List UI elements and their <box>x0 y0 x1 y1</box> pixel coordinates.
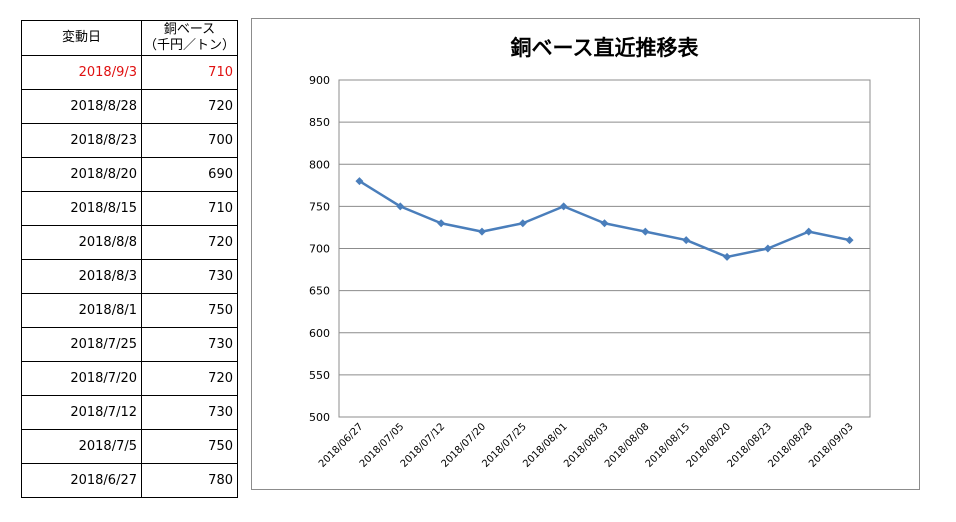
header-price: 銅ベース （千円／トン） <box>141 20 238 56</box>
chart-container: 銅ベース直近推移表 500 550 600 650 700 750 800 850 900 2018… <box>251 18 920 490</box>
header-date: 変動日 <box>21 20 142 56</box>
y-tick-label: 550 <box>309 369 330 382</box>
data-point <box>518 219 527 228</box>
chart-title: 銅ベース直近推移表 <box>511 36 700 60</box>
row-date: 2018/9/3 <box>21 55 142 90</box>
row-date: 2018/8/15 <box>21 191 142 226</box>
row-date: 2018/8/28 <box>21 89 142 124</box>
table-row: 2018/8/1 750 <box>21 293 238 328</box>
table-row: 2018/8/23 700 <box>21 123 238 158</box>
y-tick-label: 650 <box>309 285 330 298</box>
line-chart: 銅ベース直近推移表 500 550 600 650 700 750 800 850 900 2018… <box>309 36 871 470</box>
row-date: 2018/7/12 <box>21 395 142 430</box>
table-row: 2018/6/27 780 <box>21 463 238 498</box>
table-row: 2018/9/3 710 <box>21 55 238 90</box>
row-price: 730 <box>141 395 238 430</box>
row-price: 700 <box>141 123 238 158</box>
row-price: 730 <box>141 327 238 362</box>
row-price: 780 <box>141 463 238 498</box>
row-date: 2018/8/20 <box>21 157 142 192</box>
row-price: 710 <box>141 191 238 226</box>
row-date: 2018/8/8 <box>21 225 142 260</box>
data-point <box>559 202 568 211</box>
plot-area <box>338 79 871 418</box>
row-date: 2018/7/25 <box>21 327 142 362</box>
series-line <box>358 180 850 259</box>
row-date: 2018/8/1 <box>21 293 142 328</box>
x-tick-label: 2018/09/03 <box>807 421 856 470</box>
data-point <box>641 227 650 236</box>
data-point <box>355 177 364 186</box>
data-point <box>845 236 854 245</box>
table-row: 2018/7/12 730 <box>21 395 238 430</box>
y-tick-label: 500 <box>309 411 330 424</box>
y-tick-label: 750 <box>309 200 330 213</box>
table-row: 2018/8/8 720 <box>21 225 238 260</box>
row-date: 2018/8/3 <box>21 259 142 294</box>
data-point <box>804 227 813 236</box>
row-price: 720 <box>141 89 238 124</box>
table-header-row: 変動日 銅ベース （千円／トン） <box>21 20 238 56</box>
row-price: 720 <box>141 361 238 396</box>
data-point <box>477 227 486 236</box>
row-date: 2018/6/27 <box>21 463 142 498</box>
data-point <box>396 202 405 211</box>
data-point <box>437 219 446 228</box>
data-point <box>600 219 609 228</box>
row-price: 720 <box>141 225 238 260</box>
data-point <box>723 252 732 261</box>
table-row: 2018/8/20 690 <box>21 157 238 192</box>
y-tick-label: 800 <box>309 158 330 171</box>
row-date: 2018/7/20 <box>21 361 142 396</box>
row-price: 710 <box>141 55 238 90</box>
y-tick-label: 850 <box>309 116 330 129</box>
header-price-line1: 銅ベース <box>163 22 216 37</box>
table-row: 2018/7/20 720 <box>21 361 238 396</box>
table-row: 2018/8/28 720 <box>21 89 238 124</box>
row-price: 730 <box>141 259 238 294</box>
row-price: 750 <box>141 293 238 328</box>
y-tick-label: 900 <box>309 74 330 87</box>
copper-price-table: 変動日 銅ベース （千円／トン） 2018/9/3 710 2018/8/28 720… <box>21 20 238 498</box>
y-tick-label: 600 <box>309 327 330 340</box>
row-price: 690 <box>141 157 238 192</box>
row-price: 750 <box>141 429 238 464</box>
data-point <box>682 236 691 245</box>
y-tick-label: 700 <box>309 243 330 256</box>
header-price-line2: （千円／トン） <box>143 38 235 53</box>
data-point <box>763 244 772 253</box>
table-row: 2018/8/3 730 <box>21 259 238 294</box>
row-date: 2018/8/23 <box>21 123 142 158</box>
table-row: 2018/8/15 710 <box>21 191 238 226</box>
row-date: 2018/7/5 <box>21 429 142 464</box>
table-row: 2018/7/5 750 <box>21 429 238 464</box>
table-row: 2018/7/25 730 <box>21 327 238 362</box>
